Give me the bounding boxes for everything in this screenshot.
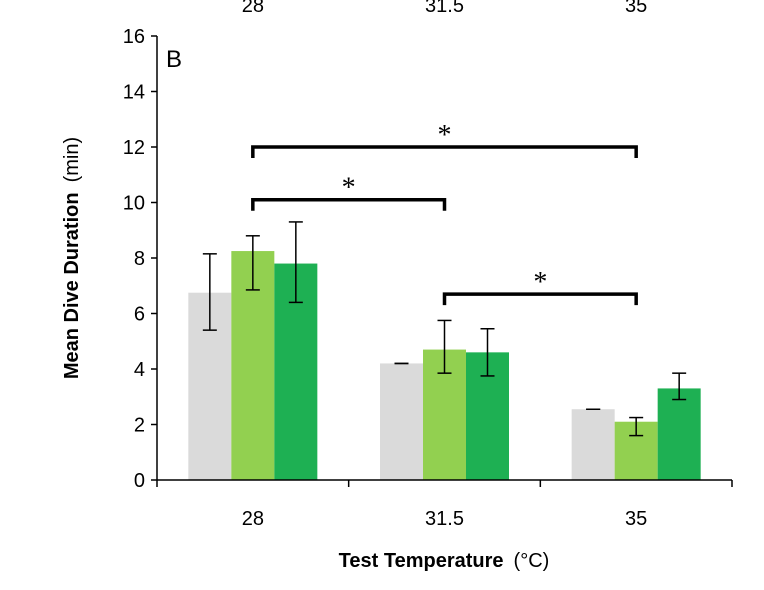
y-axis-label: Mean Dive Duration (min)	[61, 137, 83, 379]
y-tick-label: 16	[123, 26, 145, 48]
top-cut-label: 31.5	[425, 0, 464, 17]
y-axis-unit: (min)	[61, 137, 83, 183]
y-axis-title: Mean Dive Duration	[61, 192, 83, 379]
y-tick-label: 14	[123, 82, 145, 104]
top-cut-labels: 28 31.5 35	[242, 0, 648, 17]
error-bars	[202, 221, 687, 437]
top-cut-label: 35	[625, 0, 647, 17]
y-axis-ticks: 0 2 4 6 8 10 12 14 16	[123, 26, 157, 492]
significance-star: *	[533, 267, 547, 298]
significance-bracket	[442, 292, 638, 306]
x-axis-title: Test Temperature	[339, 550, 504, 572]
significance-bracket	[251, 145, 638, 158]
x-axis-ticks: 28 31.5 35	[156, 480, 733, 530]
y-tick-label: 0	[134, 470, 145, 492]
top-cut-label: 28	[242, 0, 264, 17]
significance-star: *	[438, 120, 452, 151]
y-tick-label: 2	[134, 415, 145, 437]
bar	[657, 388, 701, 480]
bar	[571, 409, 615, 480]
y-tick-label: 10	[123, 193, 145, 215]
y-tick-label: 4	[134, 359, 145, 381]
x-tick-label: 28	[242, 508, 264, 530]
y-tick-label: 8	[134, 248, 145, 270]
x-axis-unit: (°C)	[514, 550, 550, 572]
y-tick-label: 6	[134, 304, 145, 326]
x-axis-label: Test Temperature (°C)	[339, 550, 550, 572]
bar	[380, 363, 423, 480]
significance-star: *	[342, 173, 356, 204]
panel-label: B	[166, 46, 182, 73]
significance-brackets: * * *	[251, 120, 638, 306]
significance-bracket	[251, 197, 447, 211]
y-tick-label: 12	[123, 137, 145, 159]
x-tick-label: 35	[625, 508, 647, 530]
x-tick-label: 31.5	[425, 508, 464, 530]
